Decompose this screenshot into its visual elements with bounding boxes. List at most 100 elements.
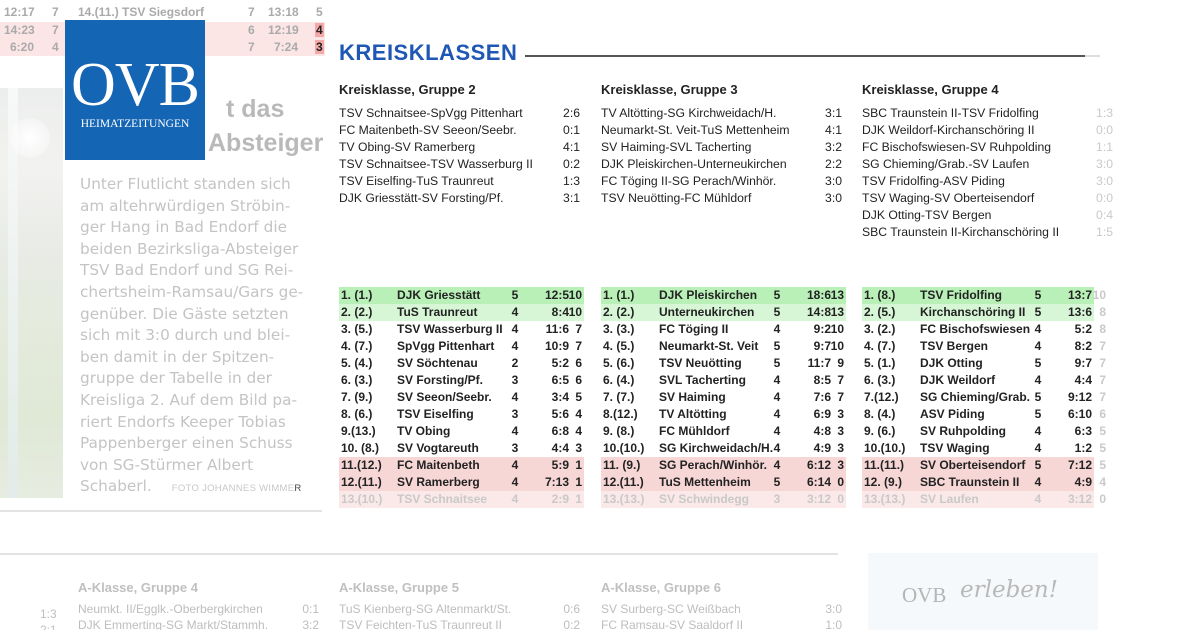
- standings-team: TuS Mettenheim: [659, 475, 751, 489]
- standings-team: TSV Waging: [920, 441, 990, 455]
- a-klasse-group-4: A-Klasse, Gruppe 4 Neumkt. II/Egglk.-Obe…: [78, 580, 323, 630]
- standings-sp: 4: [1034, 373, 1042, 387]
- standings-team: TSV Eiselfing: [397, 407, 474, 421]
- standings-pos: 3. (3.): [603, 322, 635, 336]
- standings-pts: 10: [830, 322, 844, 336]
- table-row: 12:17 7 14.(11.) TSV Siegsdorf 7 13:18 5: [4, 5, 323, 19]
- standings-pts: 4: [575, 424, 582, 438]
- standings-sp: 4: [511, 339, 519, 353]
- standings-team: SV Haiming: [659, 390, 726, 404]
- standings-row: 7. (7.) SV Haiming 4 7:6 7: [601, 389, 846, 406]
- standings-goals: 3:12: [806, 492, 831, 506]
- standings-goals: 4:4: [551, 441, 569, 455]
- standings-row: 1. (1.) DJK Pleiskirchen 5 18:6 13: [601, 287, 846, 304]
- standings-sp: 5: [773, 288, 781, 302]
- standings-goals: 9:2: [813, 322, 831, 336]
- standings-row: 4. (7.) SpVgg Pittenhart 4 10:9 7: [339, 338, 584, 355]
- standings-sp: 5: [1034, 407, 1042, 421]
- section-rule-tail: [1085, 55, 1100, 57]
- standings-pos: 12. (9.): [864, 475, 903, 489]
- standings-team: DJK Griesstätt: [397, 288, 481, 302]
- standings-team: TuS Traunreut: [397, 305, 478, 319]
- standings-sp: 4: [511, 458, 519, 472]
- standings-goals: 8:5: [813, 373, 831, 387]
- ovb-logo[interactable]: OVB HEIMATZEITUNGEN: [65, 20, 205, 160]
- result-row: FC Bischofswiesen-SV Ruhpolding 1:1: [862, 140, 1113, 154]
- standings-pts: 13: [830, 305, 844, 319]
- standings-team: TSV Wasserburg II: [397, 322, 503, 336]
- standings-goals: 7:6: [813, 390, 831, 404]
- standings-team: SVL Tacherting: [659, 373, 746, 387]
- a-klasse-group-6: A-Klasse, Gruppe 6 SV Surberg-SC Weißbac…: [601, 580, 846, 630]
- standings-pts: 3: [837, 424, 844, 438]
- group-4-standings: 1. (8.) TSV Fridolfing 5 13:7 10 2. (5.) Kirch…: [862, 287, 1107, 508]
- standings-goals: 4:9: [813, 441, 831, 455]
- standings-row: 8. (6.) TSV Eiselfing 3 5:6 4: [339, 406, 584, 423]
- standings-goals: 13:6: [1067, 305, 1092, 319]
- group-4-results: Kreisklasse, Gruppe 4 SBC Traunstein II-…: [862, 82, 1113, 242]
- ovb-erleben-promo[interactable]: OVB erleben!: [868, 553, 1098, 630]
- standings-sp: 3: [511, 373, 519, 387]
- standings-row: 6. (4.) SVL Tacherting 4 8:5 7: [601, 372, 846, 389]
- result-row: TSV Eiselfing-TuS Traunreut 1:3: [339, 174, 580, 188]
- standings-pos: 2. (2.): [603, 305, 635, 319]
- standings-pts: 7: [1099, 390, 1106, 404]
- standings-sp: 3: [511, 441, 519, 455]
- standings-goals: 18:6: [806, 288, 831, 302]
- standings-goals: 9:7: [813, 339, 831, 353]
- standings-pos: 7.(12.): [864, 390, 899, 404]
- standings-sp: 3: [511, 407, 519, 421]
- standings-pos: 11.(11.): [864, 458, 905, 472]
- standings-pts: 7: [1099, 356, 1106, 370]
- standings-sp: 4: [773, 424, 781, 438]
- standings-sp: 4: [773, 441, 781, 455]
- standings-pos: 8. (6.): [341, 407, 373, 421]
- standings-row: 11. (9.) SG Perach/Winhör. 4 6:12 3: [601, 457, 846, 474]
- standings-sp: 4: [511, 322, 519, 336]
- standings-team: SBC Traunstein II: [920, 475, 1020, 489]
- result-row: DJK Pleiskirchen-Unterneukirchen 2:2: [601, 157, 842, 171]
- standings-pts: 1: [575, 458, 582, 472]
- standings-row: 2. (2.) TuS Traunreut 4 8:4 10: [339, 304, 584, 321]
- standings-goals: 1:2: [1074, 441, 1092, 455]
- standings-pos: 11.(12.): [341, 458, 382, 472]
- standings-pts: 7: [837, 373, 844, 387]
- standings-goals: 4:4: [1074, 373, 1092, 387]
- standings-pts: 1: [575, 492, 582, 506]
- standings-team: TSV Fridolfing: [920, 288, 1002, 302]
- result-row: TSV Waging-SV Oberteisendorf 0:0: [862, 191, 1113, 205]
- result-row: TSV Neuötting-FC Mühldorf 3:0: [601, 191, 842, 205]
- standings-row: 5. (4.) SV Söchtenau 2 5:2 6: [339, 355, 584, 372]
- standings-pts: 0: [1099, 492, 1106, 506]
- result-row: TSV Feichten-TuS Traunreut II 0:2: [339, 618, 580, 630]
- standings-goals: 14:8: [806, 305, 831, 319]
- standings-sp: 2: [511, 356, 519, 370]
- result-row: DJK Weildorf-Kirchanschöring II 0:0: [862, 123, 1113, 137]
- standings-sp: 4: [1034, 441, 1042, 455]
- standings-row: 13.(13.) SV Schwindegg 3 3:12 0: [601, 491, 846, 508]
- a-klasse-group-5: A-Klasse, Gruppe 5 TuS Kienberg-SG Alten…: [339, 580, 584, 630]
- standings-team: SV Laufen: [920, 492, 979, 506]
- group-2-standings: 1. (1.) DJK Griesstätt 5 12:5 10 2. (2.) TuS T…: [339, 287, 584, 508]
- standings-row: 11.(11.) SV Oberteisendorf 5 7:12 5: [862, 457, 1106, 474]
- group-title: Kreisklasse, Gruppe 3: [601, 82, 738, 97]
- standings-pos: 5. (6.): [603, 356, 635, 370]
- group-title: Kreisklasse, Gruppe 2: [339, 82, 476, 97]
- standings-sp: 4: [773, 322, 781, 336]
- standings-goals: 6:14: [806, 475, 831, 489]
- standings-row: 8. (4.) ASV Piding 5 6:10 6: [862, 406, 1106, 423]
- standings-pts: 7: [575, 339, 582, 353]
- standings-pos: 6. (4.): [603, 373, 635, 387]
- standings-team: Neumarkt-St. Veit: [659, 339, 759, 353]
- standings-row: 11.(12.) FC Maitenbeth 4 5:9 1: [339, 457, 584, 474]
- standings-team: SpVgg Pittenhart: [397, 339, 495, 353]
- standings-goals: 8:4: [551, 305, 569, 319]
- standings-pts: 0: [837, 492, 844, 506]
- photo-caption: Unter Flutlicht standen sich am altehrwü…: [80, 175, 304, 496]
- result-row: SV Surberg-SC Weißbach 3:0: [601, 602, 842, 616]
- result-row: SV Haiming-SVL Tacherting 3:2: [601, 140, 842, 154]
- standings-row: 5. (6.) TSV Neuötting 5 11:7 9: [601, 355, 846, 372]
- standings-sp: 5: [1034, 305, 1042, 319]
- standings-pts: 5: [575, 390, 582, 404]
- standings-pts: 9: [837, 356, 844, 370]
